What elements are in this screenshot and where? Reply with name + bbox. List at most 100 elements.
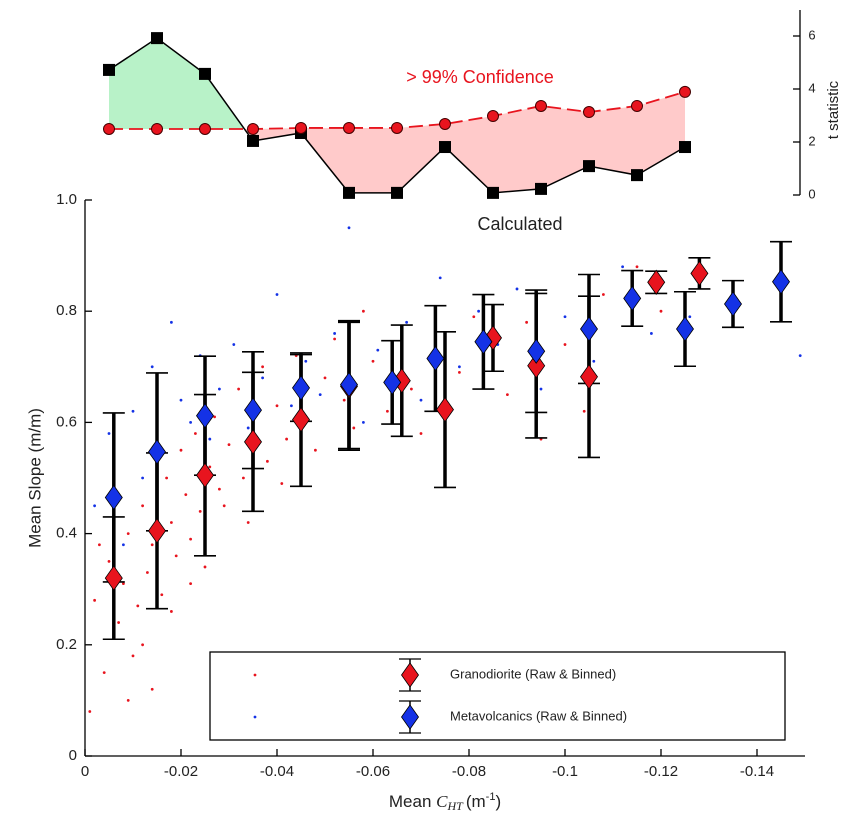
bin-diamond [436, 396, 454, 423]
raw-point [170, 521, 173, 524]
y2-tick-label: 4 [808, 80, 815, 95]
circle-marker [535, 99, 547, 112]
raw-point [261, 365, 264, 369]
legend-diamond [401, 662, 419, 688]
x-tick-label: 0 [81, 763, 89, 780]
raw-point [150, 687, 154, 691]
raw-point [174, 554, 178, 558]
raw-point [376, 348, 380, 352]
raw-point [458, 370, 461, 374]
x-tick-label: -0.08 [452, 763, 486, 780]
bin-diamond [623, 285, 642, 312]
raw-point [635, 265, 639, 269]
raw-point [563, 315, 567, 319]
raw-point [237, 387, 241, 391]
raw-point [472, 315, 476, 319]
bin-diamond [340, 371, 358, 398]
raw-point [362, 421, 365, 424]
square-marker [103, 63, 115, 76]
raw-point [352, 426, 356, 430]
raw-point [141, 643, 145, 647]
raw-point [189, 421, 193, 424]
raw-point [141, 476, 145, 480]
x-tick-label: -0.12 [644, 763, 678, 780]
square-marker [631, 169, 643, 182]
annotation: > 99% Confidence [406, 67, 554, 87]
legend-diamond [401, 704, 419, 730]
raw-point [275, 293, 279, 296]
square-marker [391, 186, 403, 199]
circle-marker [391, 121, 403, 134]
raw-point [198, 509, 202, 513]
square-marker [247, 134, 259, 147]
bin-diamond [580, 316, 598, 342]
x-tick-label: -0.02 [164, 763, 198, 780]
circle-marker [247, 123, 259, 136]
raw-point [126, 532, 130, 535]
raw-point [659, 309, 663, 313]
bin-diamond [474, 329, 493, 355]
raw-point [203, 565, 207, 569]
raw-point [98, 543, 101, 547]
raw-point [141, 504, 145, 508]
raw-point [688, 315, 692, 319]
raw-point [592, 359, 596, 363]
raw-point [213, 415, 217, 419]
square-marker [151, 32, 163, 45]
bin-diamond [426, 345, 445, 372]
raw-point [563, 343, 567, 346]
x-label-part: Mean [389, 792, 436, 811]
raw-point [419, 432, 423, 435]
raw-point [410, 387, 413, 391]
raw-point [386, 409, 389, 413]
y2-tick-label: 6 [808, 27, 815, 42]
y-tick-label: 0.8 [56, 302, 77, 319]
raw-point [218, 387, 221, 391]
raw-point [506, 393, 509, 396]
raw-point [150, 365, 154, 369]
bin-diamond [647, 269, 666, 295]
raw-point [371, 359, 375, 363]
bin-diamond [292, 375, 310, 401]
y-tick-label: 0.2 [56, 636, 77, 653]
bin-diamond [196, 462, 214, 488]
x-label-part: ) [495, 792, 501, 811]
raw-point [515, 287, 519, 291]
square-marker [583, 160, 595, 173]
legend-dot [253, 673, 257, 677]
y-tick-label: 0 [69, 747, 77, 764]
raw-point [342, 398, 346, 402]
raw-point [136, 604, 140, 608]
x-tick-label: -0.14 [740, 763, 774, 780]
raw-point [232, 343, 236, 346]
bin-diamond [244, 429, 262, 455]
bin-diamond [772, 269, 790, 295]
bin-diamond [104, 565, 123, 591]
raw-point [146, 571, 149, 574]
raw-point [477, 309, 480, 313]
bin-diamond [690, 260, 709, 287]
raw-point [126, 699, 130, 702]
raw-point [347, 226, 351, 230]
raw-point [261, 376, 264, 380]
bin-diamond [148, 518, 166, 544]
bin-diamond [580, 364, 598, 390]
raw-point [621, 265, 624, 269]
raw-point [194, 432, 197, 435]
raw-point [798, 354, 802, 358]
raw-point [102, 671, 106, 674]
square-marker [343, 186, 355, 199]
raw-point [405, 320, 408, 324]
annotation: Calculated [477, 214, 562, 234]
bin-diamond [244, 397, 262, 423]
square-marker [679, 141, 691, 154]
raw-point [318, 393, 322, 396]
x-label: Mean CHT (m-1) [389, 791, 501, 813]
raw-point [280, 482, 284, 485]
raw-point [184, 493, 188, 497]
raw-point [242, 476, 245, 480]
y2-label: t statistic [825, 80, 842, 139]
legend-dot [253, 715, 257, 719]
raw-point [246, 521, 250, 524]
